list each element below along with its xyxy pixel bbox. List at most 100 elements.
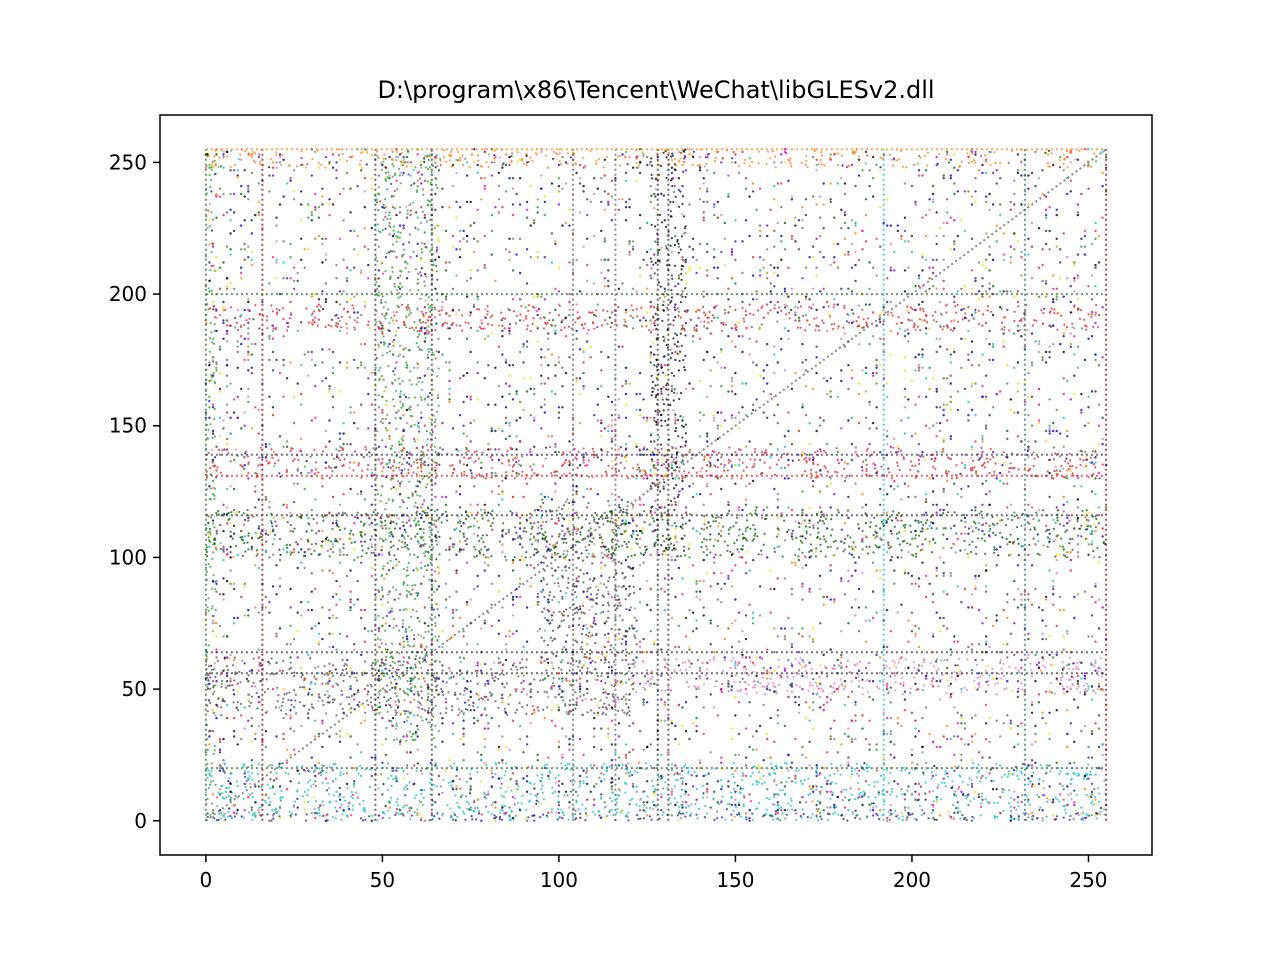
data-point (539, 659, 542, 662)
data-point (751, 812, 754, 815)
data-point (986, 683, 990, 686)
data-point (400, 163, 403, 166)
data-point (415, 610, 418, 613)
data-point (727, 690, 730, 693)
data-point (213, 497, 216, 500)
data-point (714, 680, 717, 683)
data-point (398, 167, 401, 170)
data-point (1067, 462, 1070, 465)
data-point (377, 787, 380, 790)
data-point (428, 417, 431, 420)
data-point (433, 696, 436, 699)
data-point (616, 680, 619, 683)
data-point (348, 466, 351, 469)
data-point (786, 809, 789, 812)
data-point (753, 458, 757, 461)
data-point (428, 578, 431, 581)
data-point (401, 174, 404, 177)
data-point (399, 400, 402, 403)
data-point (400, 443, 403, 446)
data-point (681, 436, 684, 439)
data-point (536, 592, 540, 595)
data-point (771, 150, 775, 153)
data-point (333, 466, 336, 469)
data-point (397, 409, 400, 412)
data-point (1064, 804, 1067, 808)
data-point (207, 786, 210, 790)
data-point (1071, 465, 1074, 468)
data-point (650, 764, 653, 768)
data-point (364, 818, 367, 821)
data-point (399, 677, 402, 680)
data-point (564, 704, 567, 707)
data-point (765, 796, 768, 800)
data-point (574, 809, 577, 812)
data-point (933, 764, 936, 768)
data-point (223, 656, 226, 659)
data-point (784, 161, 787, 164)
data-point (359, 159, 362, 162)
data-point (413, 461, 416, 464)
data-point (673, 343, 676, 346)
data-point (550, 472, 553, 475)
data-point (436, 508, 439, 511)
data-point (679, 332, 682, 335)
data-point (437, 367, 440, 370)
data-point (807, 777, 810, 780)
data-point (576, 466, 579, 469)
data-point (433, 519, 436, 522)
data-point (1099, 810, 1102, 813)
data-point (441, 669, 444, 672)
data-point (665, 176, 668, 179)
data-point (542, 555, 545, 558)
data-point (384, 270, 387, 273)
data-point (409, 425, 412, 428)
data-point (736, 784, 739, 787)
data-point (381, 261, 384, 265)
data-point (529, 450, 532, 453)
data-point (809, 681, 812, 684)
data-point (400, 812, 403, 815)
data-point (491, 801, 494, 804)
data-point (382, 466, 385, 469)
data-point (732, 762, 736, 765)
data-point (398, 539, 401, 542)
data-point (287, 772, 290, 776)
data-point (395, 427, 398, 431)
data-point (288, 668, 291, 671)
data-point (1019, 770, 1022, 773)
data-point (478, 473, 481, 476)
data-point (684, 225, 687, 228)
data-point (667, 230, 670, 233)
data-point (586, 667, 589, 670)
data-point (729, 460, 732, 463)
data-point (376, 588, 379, 591)
data-point (559, 476, 562, 479)
data-point (625, 782, 628, 786)
data-point (207, 515, 210, 518)
data-point (1082, 811, 1085, 815)
data-point (435, 183, 438, 187)
data-point (907, 813, 910, 816)
data-point (919, 785, 923, 788)
data-point (882, 680, 885, 684)
data-point (562, 619, 565, 622)
data-point (521, 470, 524, 473)
data-point (381, 330, 384, 333)
data-point (581, 699, 584, 702)
data-point (612, 646, 616, 649)
data-point (434, 436, 437, 440)
data-point (630, 547, 633, 550)
data-point (838, 664, 842, 667)
data-point (300, 150, 303, 153)
data-point (985, 776, 988, 780)
data-point (555, 811, 558, 814)
data-point (1056, 798, 1059, 801)
data-point (234, 673, 237, 676)
data-point (650, 223, 653, 226)
data-point (210, 587, 214, 590)
data-point (293, 689, 296, 692)
data-point (422, 531, 425, 535)
data-point (397, 698, 400, 702)
data-point (426, 353, 429, 356)
